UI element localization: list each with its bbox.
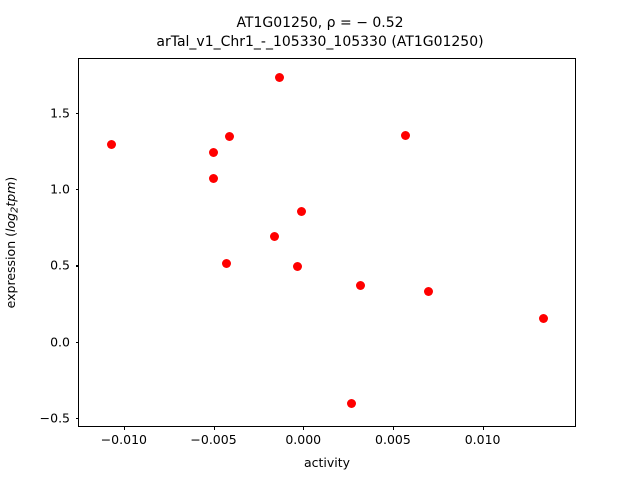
y-axis-tick (75, 188, 79, 191)
data-point (539, 314, 549, 324)
y-axis-tick (75, 341, 79, 343)
data-point (424, 286, 434, 296)
data-point (225, 132, 235, 142)
x-axis-tick-label: −0.005 (190, 432, 237, 447)
x-axis-tick (392, 426, 395, 430)
y-axis-tick-label: 0.0 (50, 334, 70, 350)
y-axis-tick-label: −0.5 (39, 410, 70, 426)
y-axis-tick-label: 1.0 (50, 181, 70, 197)
data-point (356, 280, 366, 290)
x-axis-tick-label: 0.000 (285, 432, 322, 447)
y-axis-tick-label: 1.5 (50, 105, 70, 121)
data-point (296, 207, 306, 217)
data-point (400, 130, 410, 140)
data-point (275, 72, 285, 82)
y-axis-label: expression (log2tpm) (0, 58, 22, 427)
x-axis-tick-label: 0.010 (464, 432, 501, 447)
data-point (270, 231, 280, 241)
x-axis-tick (213, 426, 215, 430)
y-axis-label-prefix: expression ( (3, 232, 18, 309)
x-axis-tick-label: −0.010 (100, 432, 147, 447)
y-axis-tick (75, 265, 79, 267)
data-point (106, 140, 116, 150)
x-axis-tick-label: 0.005 (375, 432, 411, 447)
y-axis-tick-label: 0.5 (50, 257, 70, 273)
chart-title-line-1: AT1G01250, ρ = − 0.52 (236, 15, 404, 31)
y-axis-label-log: log (3, 212, 18, 233)
y-axis-label-suffix: ) (3, 176, 18, 182)
y-axis-tick (75, 418, 79, 420)
y-axis-tick (75, 112, 79, 114)
data-points-layer (79, 59, 575, 426)
data-point (209, 147, 219, 157)
y-axis-label-subscript: 2 (9, 206, 21, 213)
chart-title-line-2: arTal_v1_Chr1_-_105330_105330 (AT1G01250… (156, 34, 484, 50)
data-point (293, 262, 303, 272)
data-point (209, 173, 219, 183)
x-axis-tick (303, 426, 305, 430)
data-point (347, 398, 357, 408)
x-axis-label: activity (303, 455, 351, 470)
plot-axes: −0.010 −0.005 0.000 0.005 0.010 −0.5 0.0 0.5 1.0… (40, 58, 576, 447)
y-axis-label-unit: tpm (3, 181, 18, 207)
x-axis-tick (123, 426, 125, 430)
chart-title: AT1G01250, ρ = − 0.52 arTal_v1_Chr1_-_10… (0, 14, 640, 52)
data-point (221, 259, 231, 269)
x-axis-tick (482, 426, 484, 430)
